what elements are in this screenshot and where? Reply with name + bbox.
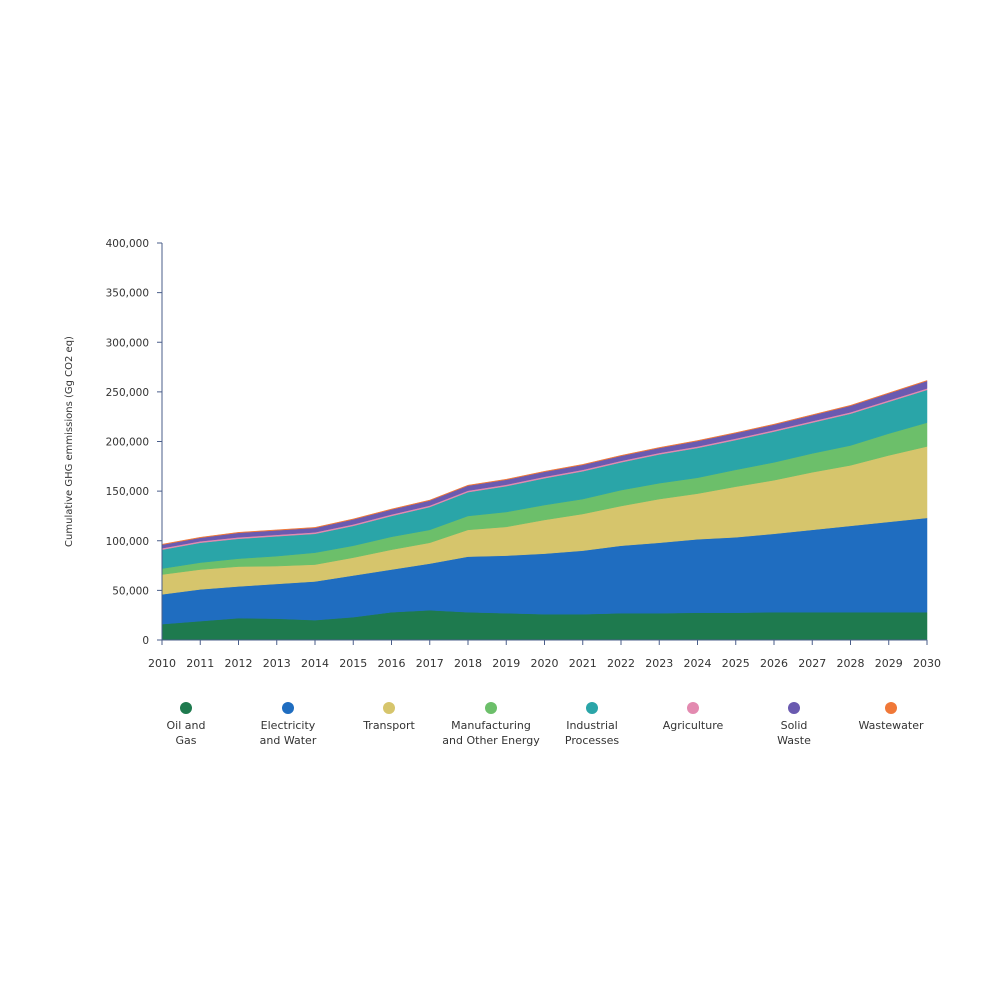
legend-marker: [687, 702, 699, 714]
legend-label: Solid: [781, 719, 808, 732]
x-tick-label: 2015: [339, 657, 367, 670]
x-tick-label: 2026: [760, 657, 788, 670]
legend-marker: [383, 702, 395, 714]
x-tick-label: 2030: [913, 657, 941, 670]
legend-label: Processes: [565, 734, 619, 747]
y-tick-label: 300,000: [106, 337, 149, 349]
x-tick-label: 2017: [416, 657, 444, 670]
x-tick-label: 2029: [875, 657, 903, 670]
legend-label: Manufacturing: [451, 719, 531, 732]
legend-item: Wastewater: [858, 702, 924, 732]
legend-item: Agriculture: [663, 702, 724, 732]
y-tick-label: 100,000: [106, 536, 149, 548]
legend: Oil and Gas Electricity and Water Transport M…: [167, 702, 924, 747]
legend-item: Manufacturing and Other Energy: [442, 702, 540, 747]
legend-marker: [586, 702, 598, 714]
legend-label: and Other Energy: [442, 734, 540, 747]
legend-marker: [885, 702, 897, 714]
legend-item: Solid Waste: [777, 702, 811, 747]
area-series-wastewater: [161, 380, 928, 546]
legend-item: Oil and Gas: [167, 702, 206, 747]
legend-label: Oil and: [167, 719, 206, 732]
y-tick-label: 350,000: [106, 288, 149, 300]
legend-label: Wastewater: [858, 719, 924, 732]
legend-marker: [485, 702, 497, 714]
y-tick-label: 200,000: [106, 437, 149, 449]
y-tick-label: 150,000: [106, 486, 149, 498]
y-tick-label: 0: [142, 635, 149, 647]
x-tick-label: 2018: [454, 657, 482, 670]
legend-label: Gas: [176, 734, 197, 747]
x-tick-label: 2010: [148, 657, 176, 670]
x-tick-label: 2025: [722, 657, 750, 670]
legend-label: Agriculture: [663, 719, 724, 732]
y-axis-title: Cumulative GHG emmissions (Gg CO2 eq): [64, 336, 75, 547]
x-tick-label: 2021: [569, 657, 597, 670]
legend-item: Transport: [362, 702, 415, 732]
legend-label: and Water: [260, 734, 317, 747]
y-tick-label: 400,000: [106, 238, 149, 250]
x-tick-label: 2022: [607, 657, 635, 670]
area-layers: [161, 380, 928, 641]
x-tick-label: 2020: [531, 657, 559, 670]
legend-marker: [180, 702, 192, 714]
y-tick-label: 50,000: [112, 585, 149, 597]
x-tick-label: 2016: [378, 657, 406, 670]
x-tick-label: 2027: [798, 657, 826, 670]
legend-label: Transport: [362, 719, 415, 732]
legend-label: Electricity: [261, 719, 316, 732]
legend-label: Waste: [777, 734, 811, 747]
x-tick-label: 2014: [301, 657, 329, 670]
x-tick-label: 2024: [684, 657, 712, 670]
x-tick-label: 2028: [837, 657, 865, 670]
legend-marker: [282, 702, 294, 714]
legend-item: Industrial Processes: [565, 702, 619, 747]
x-tick-label: 2013: [263, 657, 291, 670]
x-tick-label: 2019: [492, 657, 520, 670]
legend-marker: [788, 702, 800, 714]
x-tick-label: 2012: [225, 657, 253, 670]
legend-label: Industrial: [566, 719, 618, 732]
x-tick-label: 2011: [186, 657, 214, 670]
legend-item: Electricity and Water: [260, 702, 317, 747]
x-tick-label: 2023: [645, 657, 673, 670]
y-tick-label: 250,000: [106, 387, 149, 399]
